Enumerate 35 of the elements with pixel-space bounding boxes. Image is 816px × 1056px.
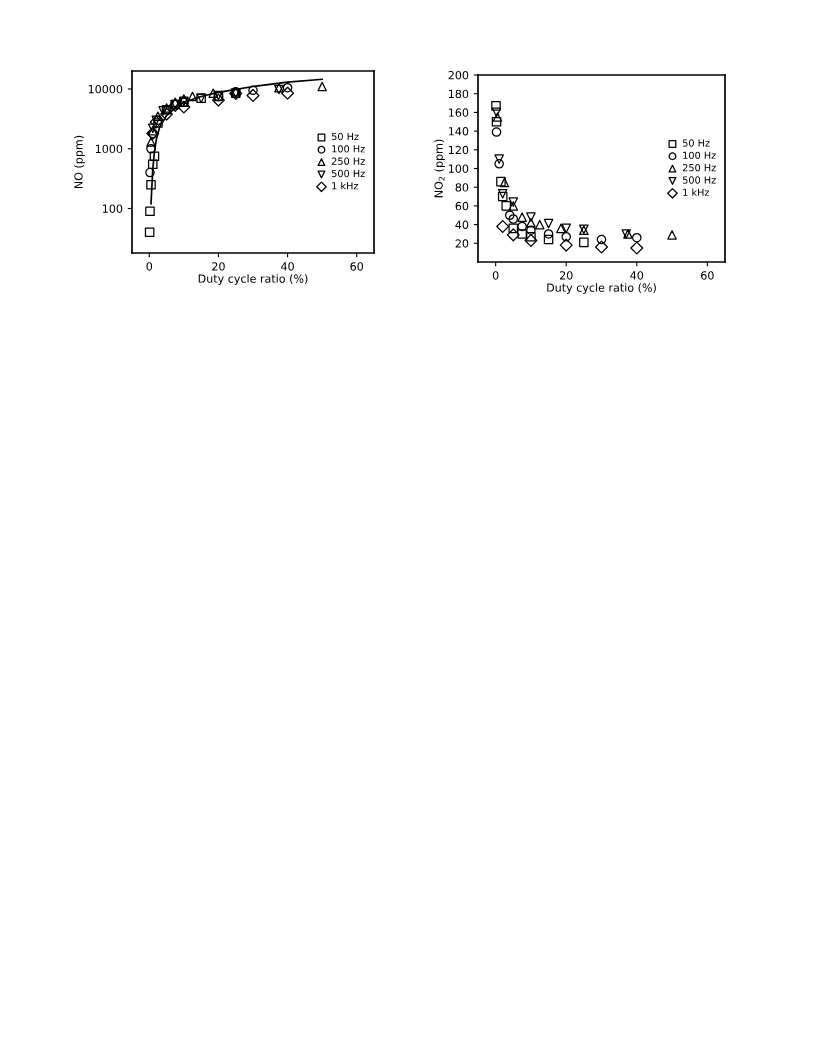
y-axis-title: NO (ppm) — [74, 135, 85, 189]
x-tick-label: 60 — [701, 271, 714, 280]
legend-label: 100 Hz — [683, 151, 716, 159]
x-tick-label: 0 — [492, 271, 499, 280]
x-tick-label: 0 — [146, 262, 153, 271]
y-tick-label: 120 — [448, 145, 469, 155]
y-tick-label: 1000 — [95, 144, 123, 154]
legend-label: 250 Hz — [682, 163, 716, 172]
legend-label: 250 Hz — [331, 157, 365, 165]
y-tick-label: 60 — [455, 201, 469, 211]
y-tick-label: 160 — [448, 108, 469, 117]
y-tick-label: 140 — [448, 127, 469, 136]
y-tick-label: 200 — [448, 70, 469, 80]
y-tick-label: 80 — [455, 183, 469, 192]
legend-label: 50 Hz — [331, 132, 359, 141]
x-tick-label: 40 — [281, 262, 294, 271]
x-tick-label: 20 — [559, 271, 573, 280]
legend-label: 50 Hz — [682, 139, 710, 147]
y-tick-label: 100 — [102, 204, 123, 213]
y-tick-label: 10000 — [88, 84, 123, 94]
legend-label: 1 kHz — [683, 188, 710, 196]
y-axis-title: NO$_{2}$ (ppm) — [434, 139, 445, 198]
legend-label: 500 Hz — [331, 169, 365, 178]
x-tick-label: 60 — [350, 262, 364, 271]
legend-label: 1 kHz — [332, 181, 359, 190]
y-tick-label: 100 — [448, 164, 469, 173]
legend-label: 100 Hz — [332, 145, 365, 153]
y-tick-label: 180 — [448, 89, 469, 99]
x-tick-label: 40 — [630, 271, 644, 280]
legend-label: 500 Hz — [682, 176, 716, 184]
x-axis-title: Duty cycle ratio (%) — [198, 274, 308, 285]
x-tick-label: 20 — [212, 262, 225, 271]
y-tick-label: 40 — [455, 220, 469, 229]
x-axis-title: Duty cycle ratio (%) — [547, 283, 656, 294]
y-tick-label: 20 — [455, 239, 469, 248]
